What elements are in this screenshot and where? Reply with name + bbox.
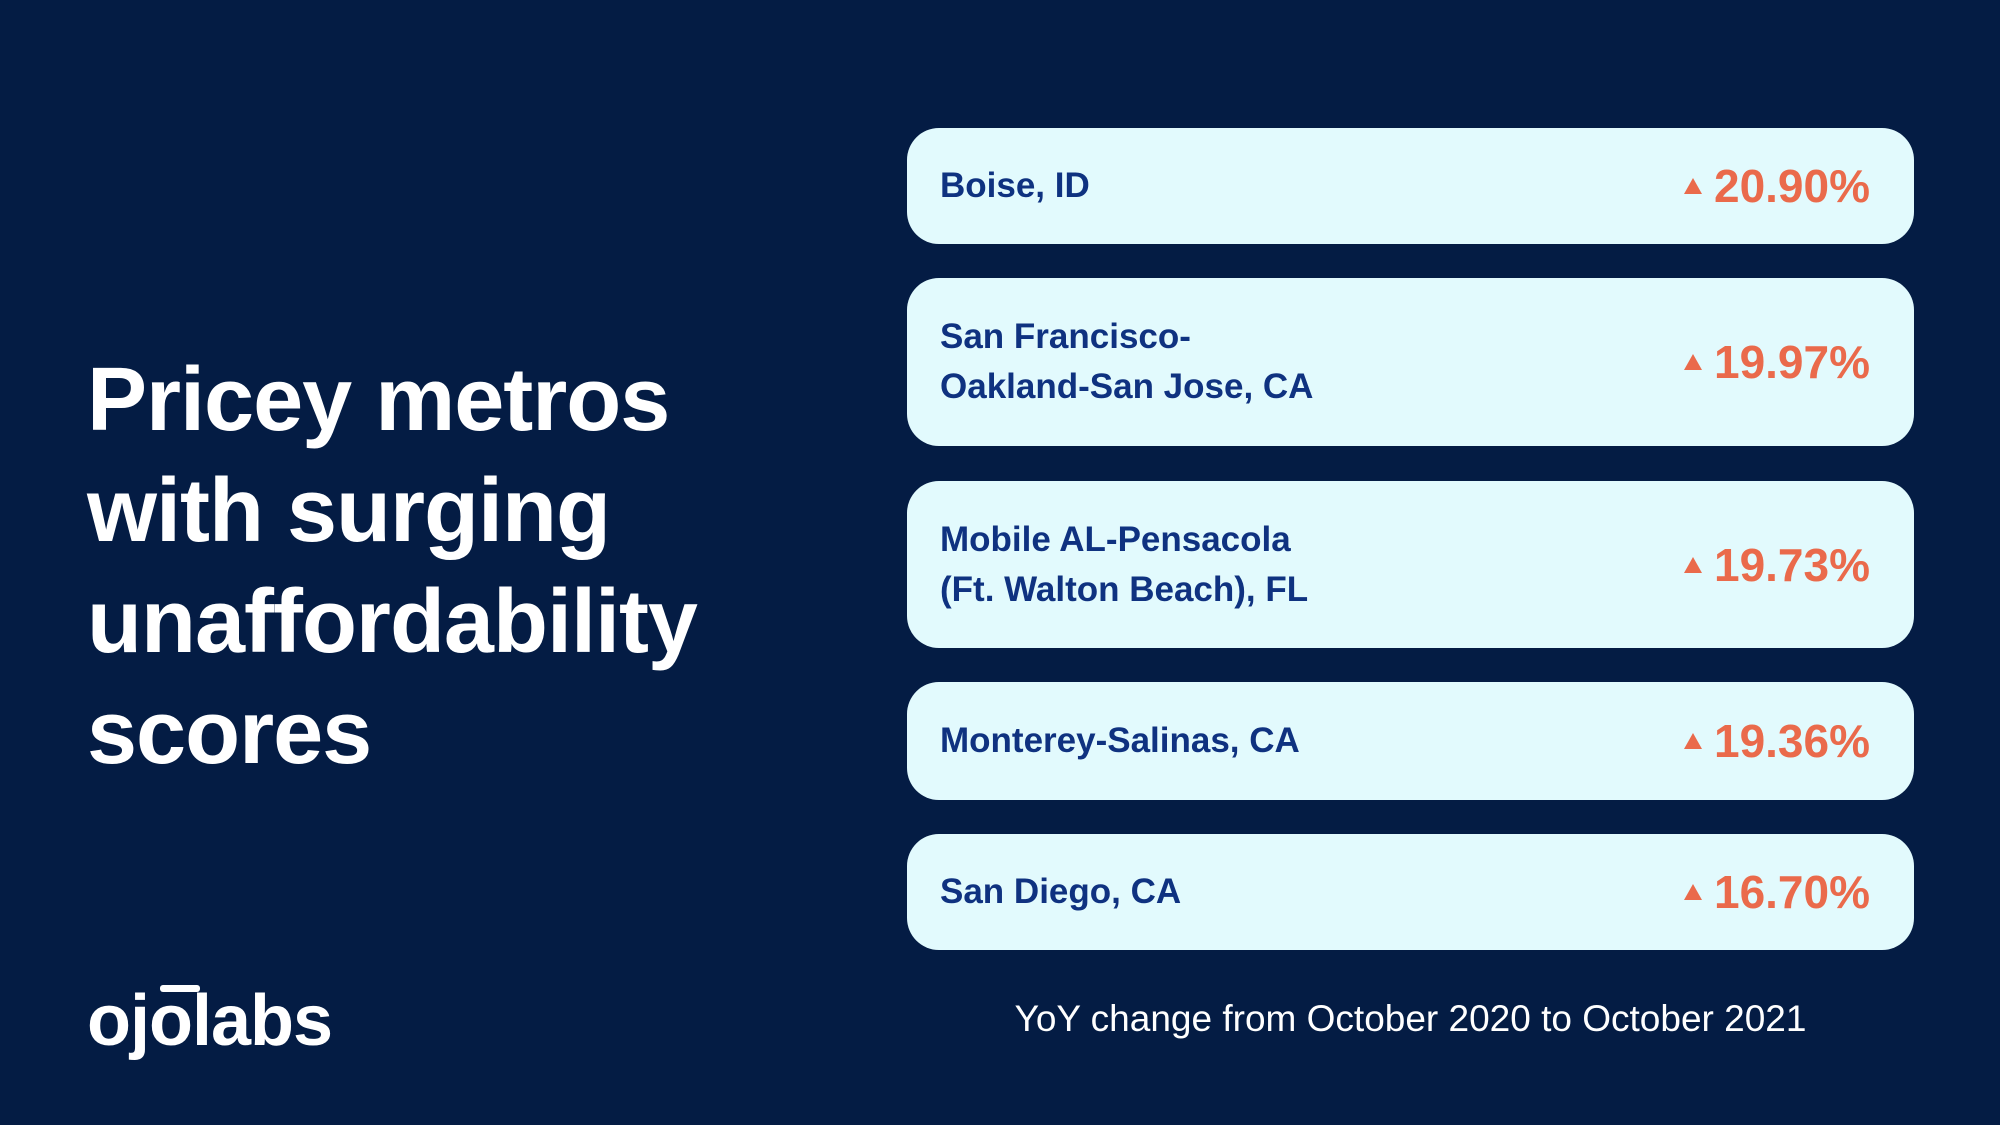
footnote: YoY change from October 2020 to October … — [1014, 998, 1807, 1039]
change: 19.36% — [1683, 714, 1870, 768]
logo: ojolabs — [87, 981, 333, 1061]
metro-name: San Francisco- Oakland-San Jose, CA — [940, 312, 1313, 412]
change-value: 19.73% — [1713, 538, 1870, 591]
metro-name-line: (Ft. Walton Beach), FL — [940, 569, 1309, 609]
up-arrow — [1683, 733, 1702, 749]
metro-card: Boise, ID 20.90% — [907, 128, 1914, 244]
metro-card: San Diego, CA 16.70% — [907, 834, 1914, 950]
metro-name: Monterey-Salinas, CA — [940, 716, 1300, 766]
metro-name-line: Monterey-Salinas, CA — [940, 721, 1300, 760]
title: Pricey metros with surging unaffordability… — [87, 345, 698, 789]
metro-name: Mobile AL-Pensacola (Ft. Walton Beach), F… — [940, 515, 1308, 615]
title-line: scores — [87, 683, 372, 783]
metro-card: Mobile AL-Pensacola (Ft. Walton Beach), F… — [907, 481, 1914, 648]
up-arrow — [1683, 354, 1702, 370]
logo-mark — [160, 985, 200, 992]
up-arrow — [1683, 556, 1702, 573]
change: 19.73% — [1683, 538, 1870, 592]
change-value: 20.90% — [1713, 160, 1870, 212]
change: 16.70% — [1683, 865, 1870, 919]
metro-name-line: Boise, ID — [940, 166, 1090, 205]
title-line: unaffordability — [87, 572, 698, 672]
up-arrow — [1683, 178, 1702, 194]
change-value: 19.36% — [1713, 715, 1870, 767]
metro-name-line: Mobile AL-Pensacola — [940, 519, 1291, 559]
change: 19.97% — [1683, 335, 1870, 389]
metro-name-line: San Francisco- — [940, 317, 1191, 356]
metro-name: San Diego, CA — [940, 867, 1181, 917]
metro-card: Monterey-Salinas, CA 19.36% — [907, 682, 1914, 800]
up-arrow — [1683, 884, 1702, 900]
metro-name-line: San Diego, CA — [940, 872, 1182, 911]
change-value: 19.97% — [1713, 336, 1870, 388]
change-value: 16.70% — [1713, 866, 1870, 918]
change: 20.90% — [1683, 159, 1870, 213]
metro-name: Boise, ID — [940, 161, 1090, 211]
title-line: with surging — [87, 461, 611, 561]
metro-name-line: Oakland-San Jose, CA — [940, 367, 1314, 406]
metro-card: San Francisco- Oakland-San Jose, CA 19.97% — [907, 278, 1914, 446]
title-line: Pricey metros — [87, 350, 670, 450]
